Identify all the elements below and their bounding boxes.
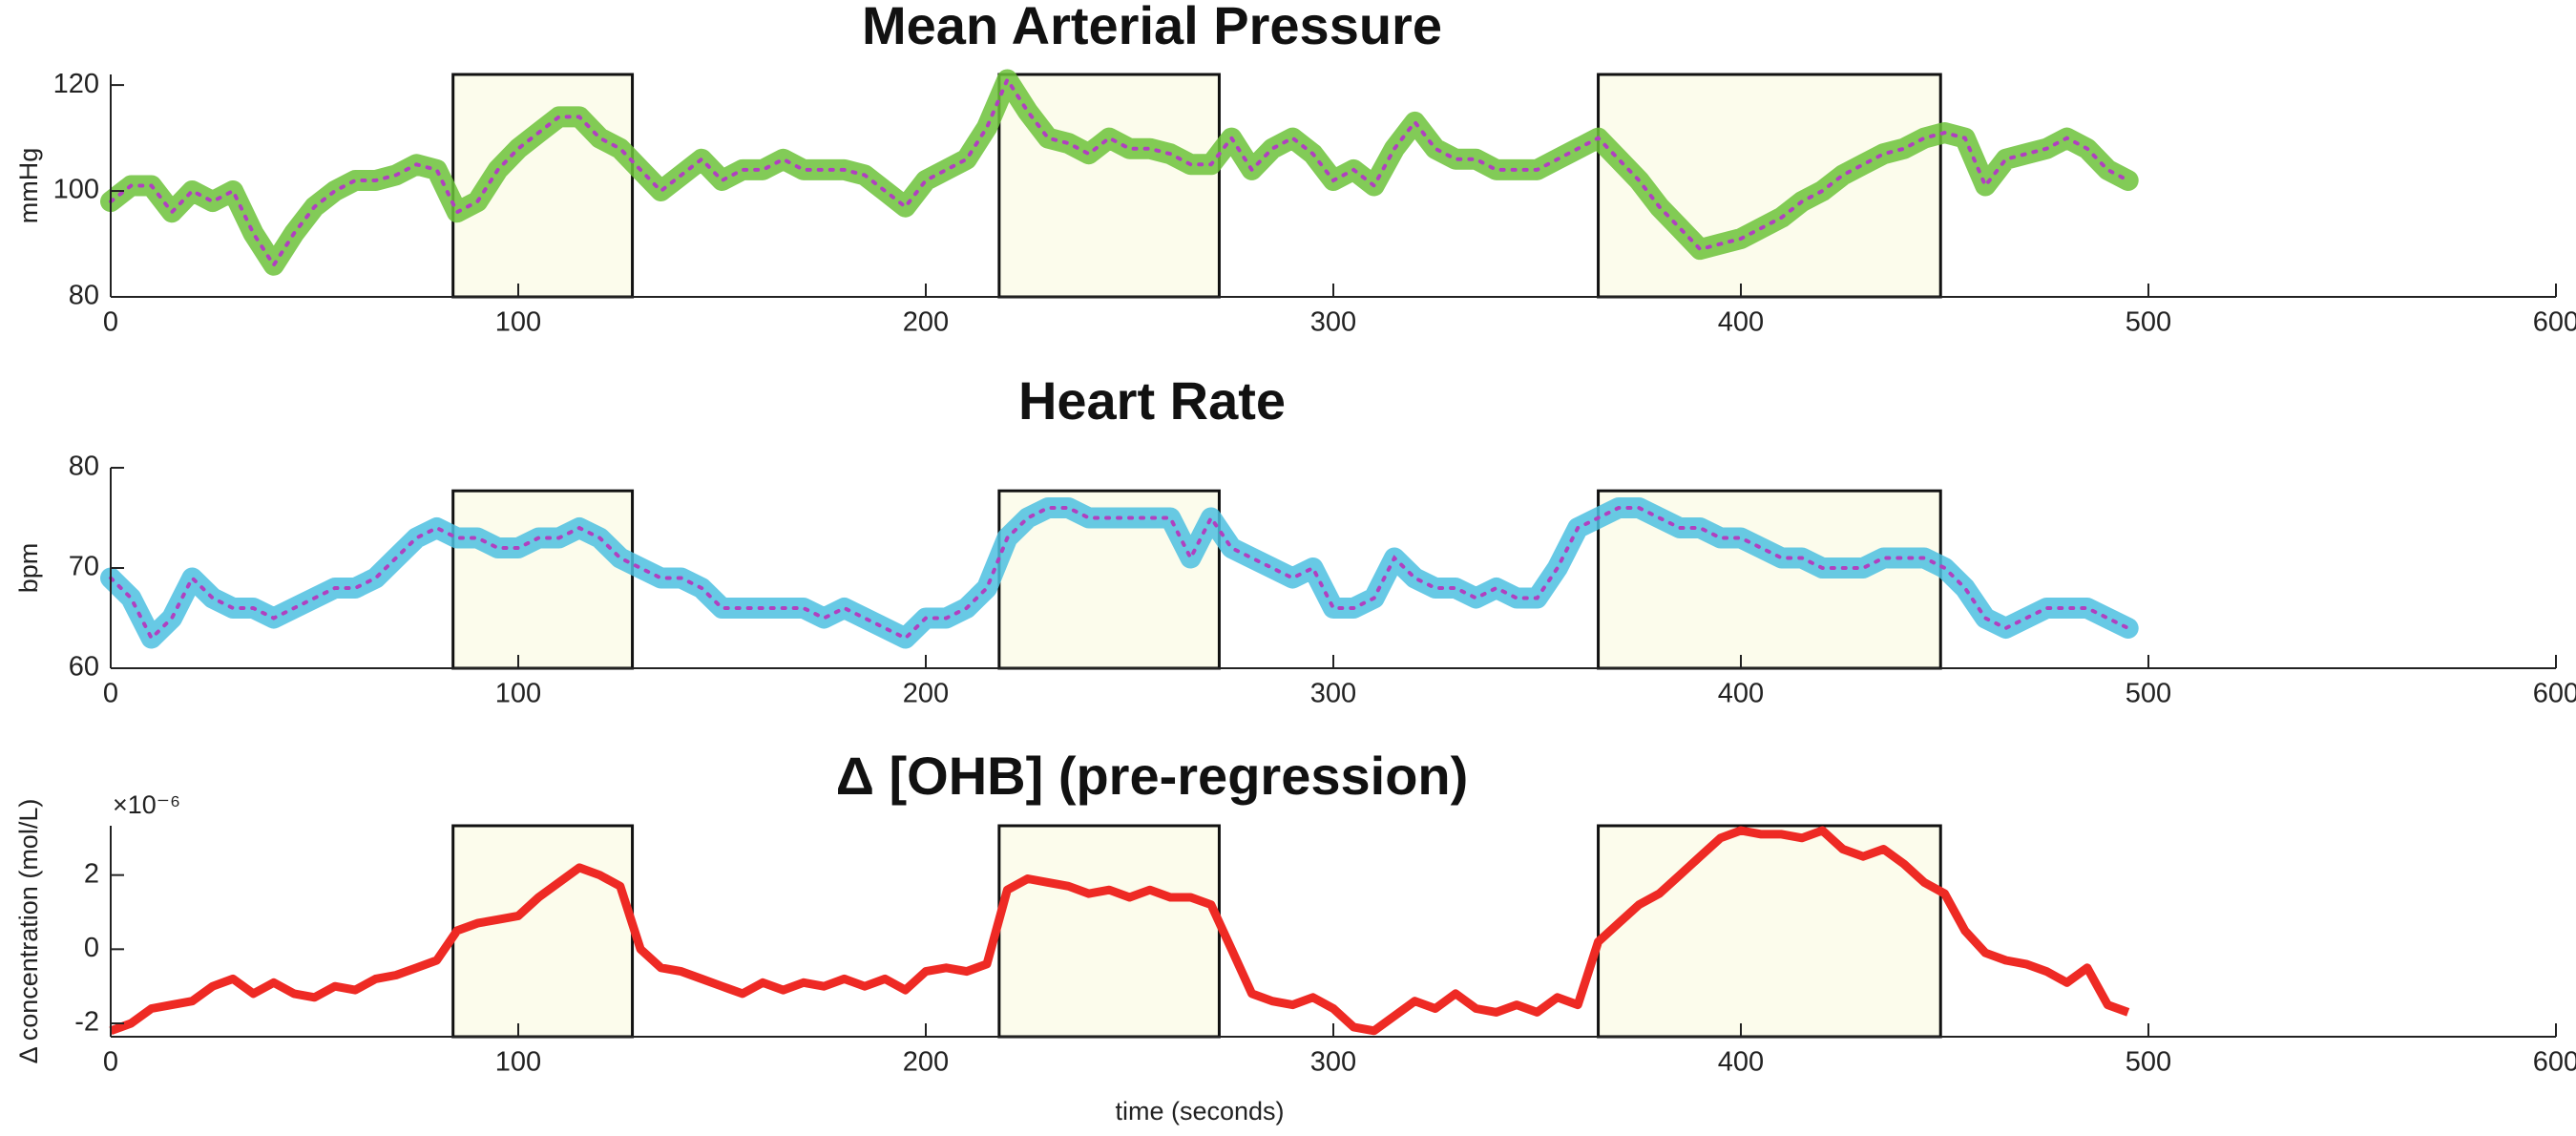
x-tick-label: 400 [1718, 679, 1764, 709]
highlight-region [451, 824, 635, 1039]
chart-title: Heart Rate [1018, 370, 1286, 431]
highlight-region [451, 489, 635, 670]
y-axis-label: Δ concentration (mol/L) [14, 799, 43, 1064]
x-tick-label: 0 [103, 1047, 118, 1078]
y-axis-label: bpm [14, 543, 43, 594]
x-tick-label: 0 [103, 307, 118, 338]
y-tick-label: 0 [84, 933, 99, 963]
x-tick-label: 300 [1310, 679, 1356, 709]
highlight-region [1597, 824, 1942, 1039]
x-tick-label: 600 [2533, 679, 2576, 709]
x-tick-label: 0 [103, 679, 118, 709]
series-line [109, 75, 2130, 269]
x-tick-label: 500 [2126, 1047, 2171, 1078]
y-tick-label: 70 [69, 552, 99, 582]
x-axis-label: time (seconds) [1115, 1097, 1284, 1125]
highlight-region [997, 824, 1221, 1039]
chart-title: Δ [OHB] (pre-regression) [836, 746, 1469, 806]
x-tick-label: 100 [495, 307, 541, 338]
x-tick-label: 400 [1718, 1047, 1764, 1078]
x-tick-label: 200 [903, 679, 949, 709]
x-tick-label: 600 [2533, 1047, 2576, 1078]
y-multiplier: ×10⁻⁶ [113, 790, 180, 819]
chart-title: Mean Arterial Pressure [862, 0, 1442, 55]
x-tick-label: 500 [2126, 307, 2171, 338]
x-tick-label: 200 [903, 307, 949, 338]
y-tick-label: 100 [53, 175, 99, 205]
x-tick-label: 300 [1310, 307, 1356, 338]
y-tick-label: 60 [69, 652, 99, 683]
x-tick-label: 400 [1718, 307, 1764, 338]
y-tick-label: 120 [53, 69, 99, 99]
x-tick-label: 600 [2533, 307, 2576, 338]
x-tick-label: 300 [1310, 1047, 1356, 1078]
y-tick-label: -2 [74, 1007, 99, 1038]
x-tick-label: 200 [903, 1047, 949, 1078]
x-tick-label: 500 [2126, 679, 2171, 709]
x-tick-label: 100 [495, 679, 541, 709]
series-line [109, 826, 2130, 1036]
y-tick-label: 2 [84, 858, 99, 889]
y-axis-label: mmHg [14, 148, 43, 224]
y-tick-label: 80 [69, 281, 99, 311]
y-tick-label: 80 [69, 452, 99, 482]
series-line [109, 506, 2130, 642]
x-tick-label: 100 [495, 1047, 541, 1078]
